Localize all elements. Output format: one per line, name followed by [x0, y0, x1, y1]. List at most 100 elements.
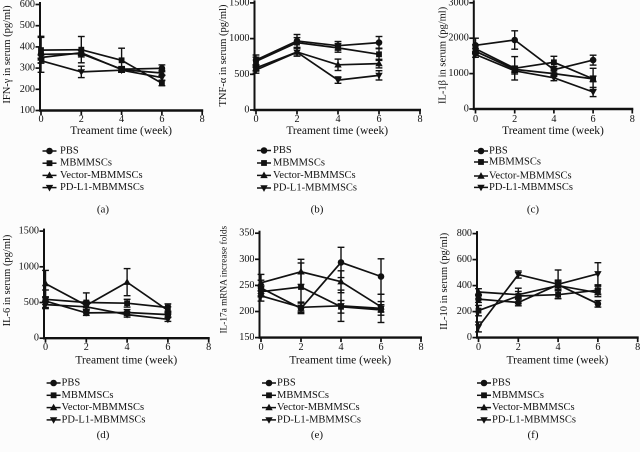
svg-text:500: 500: [24, 297, 39, 308]
svg-text:Treament time (week): Treament time (week): [70, 125, 172, 137]
svg-text:Treament time (week): Treament time (week): [507, 354, 609, 366]
svg-text:250: 250: [239, 280, 254, 291]
svg-text:400: 400: [457, 280, 472, 291]
svg-text:1000: 1000: [229, 33, 249, 44]
svg-text:6: 6: [378, 342, 383, 353]
svg-text:100: 100: [20, 105, 35, 116]
svg-text:800: 800: [457, 228, 472, 239]
svg-text:PBS: PBS: [60, 146, 79, 157]
svg-text:(a): (a): [97, 204, 110, 216]
svg-text:0: 0: [34, 333, 39, 344]
svg-text:200: 200: [239, 306, 254, 317]
svg-text:0: 0: [258, 342, 263, 353]
svg-text:TNF-α in serum (pg/ml): TNF-α in serum (pg/ml): [218, 4, 229, 107]
svg-text:IL-6 in serum (pg/ml): IL-6 in serum (pg/ml): [2, 234, 13, 326]
svg-text:4: 4: [119, 114, 124, 125]
svg-text:2: 2: [512, 114, 517, 125]
svg-text:6: 6: [591, 114, 596, 125]
svg-text:PBS: PBS: [277, 378, 296, 389]
svg-text:0: 0: [476, 342, 481, 353]
svg-text:PBS: PBS: [273, 145, 292, 156]
svg-text:2: 2: [84, 342, 89, 353]
svg-text:1500: 1500: [19, 226, 39, 237]
svg-text:Treament time (week): Treament time (week): [286, 125, 388, 137]
svg-text:0: 0: [464, 104, 469, 115]
svg-text:1000: 1000: [448, 68, 468, 79]
svg-text:4: 4: [125, 342, 130, 353]
svg-text:8: 8: [206, 342, 211, 353]
svg-text:IL-10 in serum (pg/ml): IL-10 in serum (pg/ml): [439, 232, 450, 330]
svg-text:2000: 2000: [448, 33, 468, 44]
svg-text:200: 200: [457, 306, 472, 317]
svg-text:300: 300: [239, 254, 254, 265]
svg-text:PD-L1-MBMMSCs: PD-L1-MBMMSCs: [62, 414, 146, 425]
svg-text:0: 0: [244, 105, 249, 116]
svg-text:0: 0: [467, 332, 472, 343]
svg-text:(c): (c): [527, 204, 540, 216]
svg-text:600: 600: [457, 254, 472, 265]
svg-text:6: 6: [165, 342, 170, 353]
svg-text:600: 600: [20, 0, 35, 10]
svg-text:1000: 1000: [19, 261, 39, 272]
svg-text:8: 8: [630, 114, 635, 125]
svg-text:Vector-MBMMSCs: Vector-MBMMSCs: [277, 402, 360, 413]
svg-text:2: 2: [516, 342, 521, 353]
svg-text:3000: 3000: [448, 0, 468, 8]
svg-text:2: 2: [298, 342, 303, 353]
svg-text:PBS: PBS: [489, 146, 508, 157]
svg-text:(d): (d): [97, 429, 110, 441]
svg-text:Vector-MBMMSCs: Vector-MBMMSCs: [492, 402, 575, 413]
svg-text:8: 8: [635, 342, 640, 353]
svg-text:PD-L1-MBMMSCs: PD-L1-MBMMSCs: [273, 183, 357, 194]
svg-text:0: 0: [473, 114, 478, 125]
svg-text:MBMMSCs: MBMMSCs: [60, 158, 112, 169]
svg-text:Vector-MBMMSCs: Vector-MBMMSCs: [489, 171, 572, 182]
svg-text:6: 6: [595, 342, 600, 353]
svg-text:PBS: PBS: [62, 378, 81, 389]
svg-text:350: 350: [239, 228, 254, 239]
svg-text:8: 8: [418, 342, 423, 353]
svg-text:150: 150: [239, 332, 254, 343]
svg-text:MBMMSCs: MBMMSCs: [277, 390, 329, 401]
svg-text:Vector-MBMMSCs: Vector-MBMMSCs: [273, 170, 356, 181]
svg-text:6: 6: [159, 114, 164, 125]
svg-text:4: 4: [335, 114, 340, 125]
svg-text:8: 8: [200, 114, 205, 125]
svg-text:8: 8: [417, 114, 422, 125]
svg-text:400: 400: [20, 41, 35, 52]
svg-text:Treament time (week): Treament time (week): [75, 354, 177, 366]
svg-text:MBMMSCs: MBMMSCs: [492, 390, 544, 401]
svg-text:200: 200: [20, 84, 35, 95]
svg-text:(b): (b): [311, 204, 324, 216]
svg-text:300: 300: [20, 63, 35, 74]
svg-text:6: 6: [376, 114, 381, 125]
svg-text:500: 500: [234, 69, 249, 80]
svg-text:MBMMSCs: MBMMSCs: [489, 157, 541, 168]
svg-text:2: 2: [294, 114, 299, 125]
svg-text:PD-L1-MBMMSCs: PD-L1-MBMMSCs: [277, 414, 361, 425]
svg-text:2: 2: [79, 114, 84, 125]
svg-text:500: 500: [20, 20, 35, 31]
svg-text:Vector-MBMMSCs: Vector-MBMMSCs: [60, 170, 143, 181]
svg-text:IL-17a mRNA increase folds: IL-17a mRNA increase folds: [218, 225, 229, 333]
svg-text:4: 4: [556, 342, 561, 353]
svg-text:Treament time (week): Treament time (week): [289, 354, 391, 366]
svg-text:IL-1β in serum (pg/ml): IL-1β in serum (pg/ml): [438, 6, 449, 104]
svg-text:0: 0: [253, 114, 258, 125]
svg-text:PD-L1-MBMMSCs: PD-L1-MBMMSCs: [489, 182, 573, 193]
svg-text:4: 4: [338, 342, 343, 353]
svg-text:PD-L1-MBMMSCs: PD-L1-MBMMSCs: [60, 182, 144, 193]
svg-text:MBMMSCs: MBMMSCs: [273, 158, 325, 169]
svg-text:0: 0: [38, 114, 43, 125]
svg-text:4: 4: [551, 114, 556, 125]
svg-text:Treament time (week): Treament time (week): [502, 125, 604, 137]
svg-text:MBMMSCs: MBMMSCs: [62, 390, 114, 401]
svg-text:(e): (e): [311, 429, 324, 441]
svg-text:Vector-MBMMSCs: Vector-MBMMSCs: [62, 402, 145, 413]
svg-text:0: 0: [43, 342, 48, 353]
svg-text:IFN-γ in serum (pg/ml): IFN-γ in serum (pg/ml): [2, 5, 13, 104]
svg-text:PD-L1-MBMMSCs: PD-L1-MBMMSCs: [492, 414, 576, 425]
svg-text:PBS: PBS: [492, 378, 511, 389]
svg-text:1500: 1500: [229, 0, 249, 8]
svg-text:(f): (f): [528, 429, 539, 441]
